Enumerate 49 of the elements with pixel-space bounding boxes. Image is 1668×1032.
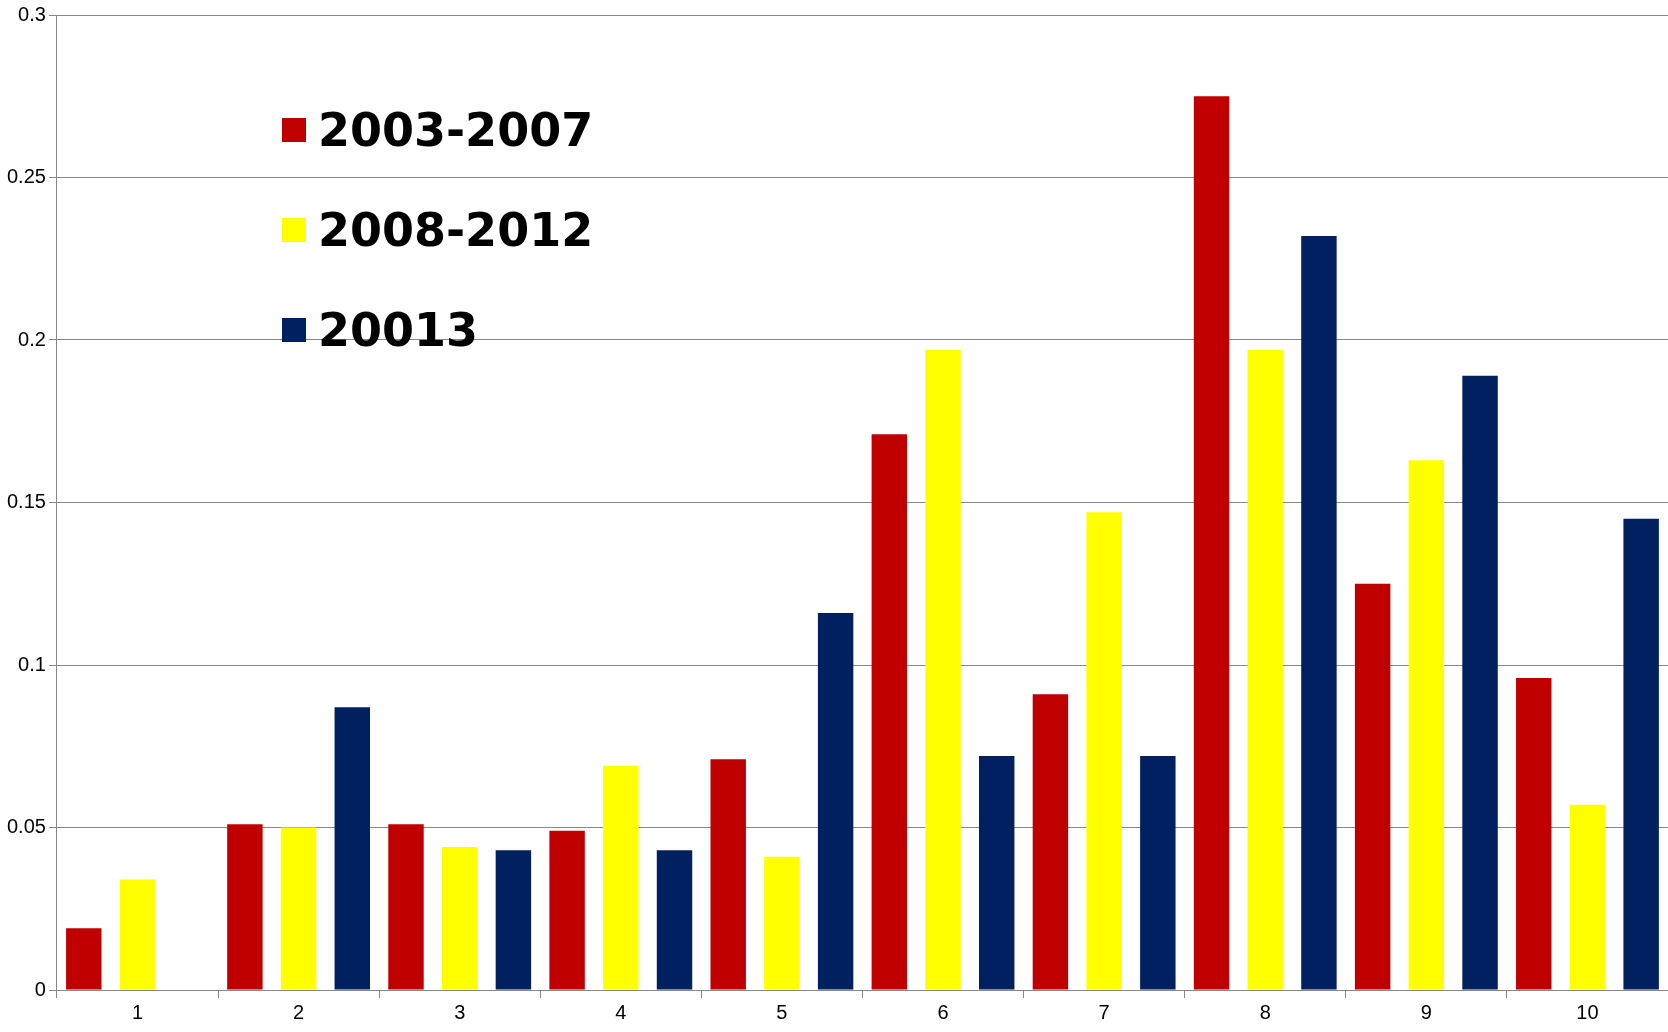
bar — [710, 759, 746, 990]
bar — [764, 856, 800, 990]
x-tick-label: 4 — [615, 1000, 627, 1023]
x-tick-label: 8 — [1259, 1000, 1271, 1023]
bar — [925, 349, 961, 990]
bar — [227, 824, 263, 990]
y-tick-label: 0.1 — [18, 652, 46, 675]
x-tick-label: 7 — [1098, 1000, 1110, 1023]
bar — [1623, 518, 1659, 990]
x-tick-label: 6 — [937, 1000, 949, 1023]
bar — [334, 707, 371, 990]
y-tick-label: 0.2 — [18, 327, 46, 350]
bar — [66, 928, 102, 990]
legend-label: 20013 — [318, 303, 479, 357]
bar — [603, 765, 639, 990]
y-tick-label: 0.05 — [6, 815, 46, 838]
bar — [1247, 349, 1283, 990]
bar — [656, 850, 693, 990]
y-tick-label: 0.3 — [18, 2, 46, 25]
x-tick-label: 9 — [1420, 1000, 1432, 1023]
bar — [1516, 678, 1552, 990]
bar — [1301, 236, 1337, 990]
bar — [871, 434, 908, 990]
bar — [441, 847, 478, 990]
x-tick-label: 5 — [776, 1000, 788, 1023]
bar — [119, 879, 156, 990]
bar — [1408, 460, 1445, 990]
x-tick-label: 3 — [454, 1000, 466, 1023]
x-tick-label: 10 — [1576, 1000, 1599, 1023]
bar — [817, 613, 854, 990]
legend-label: 2003-2007 — [318, 103, 594, 157]
bar — [979, 756, 1015, 990]
legend-label: 2008-2012 — [318, 203, 594, 257]
y-tick-label: 0 — [34, 977, 46, 1000]
x-tick-label: 2 — [293, 1000, 305, 1023]
bar — [1462, 375, 1498, 990]
bar — [1032, 694, 1069, 990]
bar — [388, 824, 424, 990]
bar — [1569, 804, 1606, 990]
bar — [549, 830, 585, 990]
bar — [495, 850, 532, 990]
y-tick-label: 0.15 — [6, 490, 46, 513]
y-tick-label: 0.25 — [6, 165, 46, 188]
bar — [1354, 583, 1391, 990]
x-tick-label: 1 — [131, 1000, 144, 1023]
bar — [1193, 96, 1230, 990]
bar — [1140, 756, 1176, 990]
bar — [280, 827, 317, 990]
bar — [1086, 512, 1122, 990]
